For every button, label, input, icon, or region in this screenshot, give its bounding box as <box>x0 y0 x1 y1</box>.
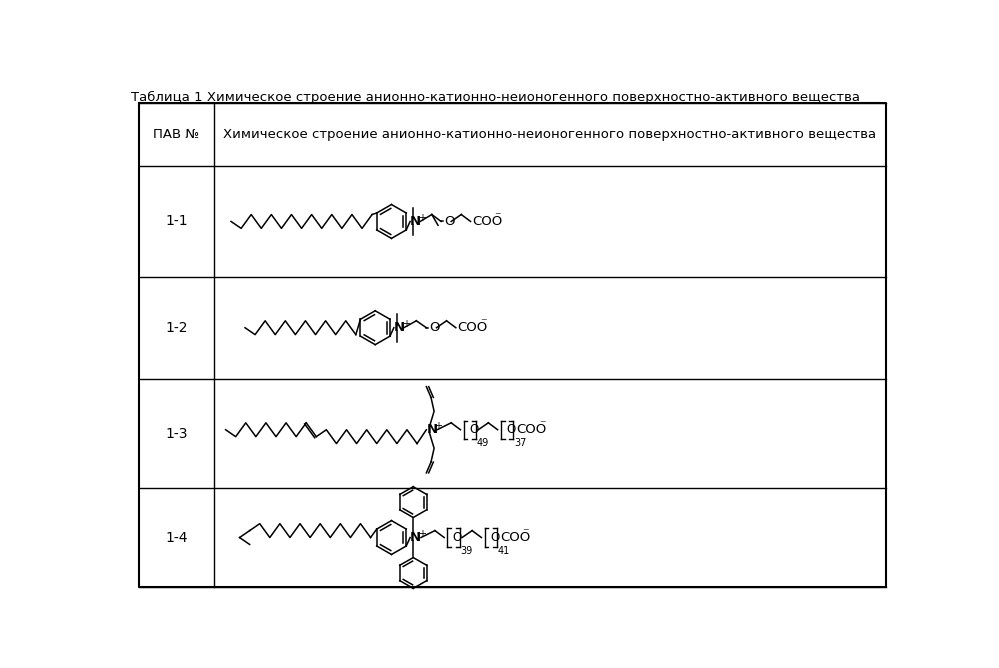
Text: 1-4: 1-4 <box>165 530 188 544</box>
Text: 1-1: 1-1 <box>165 214 188 228</box>
Text: ⁻: ⁻ <box>538 419 545 432</box>
Text: N: N <box>411 531 422 544</box>
Text: COO: COO <box>516 424 546 436</box>
Text: ⁻: ⁻ <box>495 210 501 223</box>
Text: ⁻: ⁻ <box>522 526 529 540</box>
Text: 41: 41 <box>498 546 509 556</box>
Text: 1-2: 1-2 <box>165 321 188 335</box>
Text: Таблица 1 Химическое строение анионно-катионно-неионогенного поверхностно-активн: Таблица 1 Химическое строение анионно-ка… <box>131 91 860 104</box>
Text: N: N <box>394 321 405 334</box>
Text: O: O <box>506 424 515 436</box>
Text: O: O <box>469 424 479 436</box>
Text: ПАВ №: ПАВ № <box>154 128 200 142</box>
Text: ⁻: ⁻ <box>480 317 487 329</box>
Text: Химическое строение анионно-катионно-неионогенного поверхностно-активного вещест: Химическое строение анионно-катионно-неи… <box>224 128 876 142</box>
Text: N: N <box>411 215 422 228</box>
Text: O: O <box>445 215 455 228</box>
Text: N: N <box>427 424 438 436</box>
Text: COO: COO <box>500 531 530 544</box>
Text: 37: 37 <box>513 438 526 448</box>
Text: +: + <box>418 212 426 222</box>
Text: O: O <box>490 531 500 544</box>
Text: +: + <box>435 421 443 431</box>
Text: 49: 49 <box>477 438 489 448</box>
Text: COO: COO <box>458 321 488 334</box>
Text: +: + <box>402 319 410 329</box>
Text: COO: COO <box>473 215 502 228</box>
Text: O: O <box>430 321 440 334</box>
Text: +: + <box>418 528 426 538</box>
Text: 1-3: 1-3 <box>165 427 188 441</box>
Text: O: O <box>453 531 462 544</box>
Text: 39: 39 <box>461 546 473 556</box>
